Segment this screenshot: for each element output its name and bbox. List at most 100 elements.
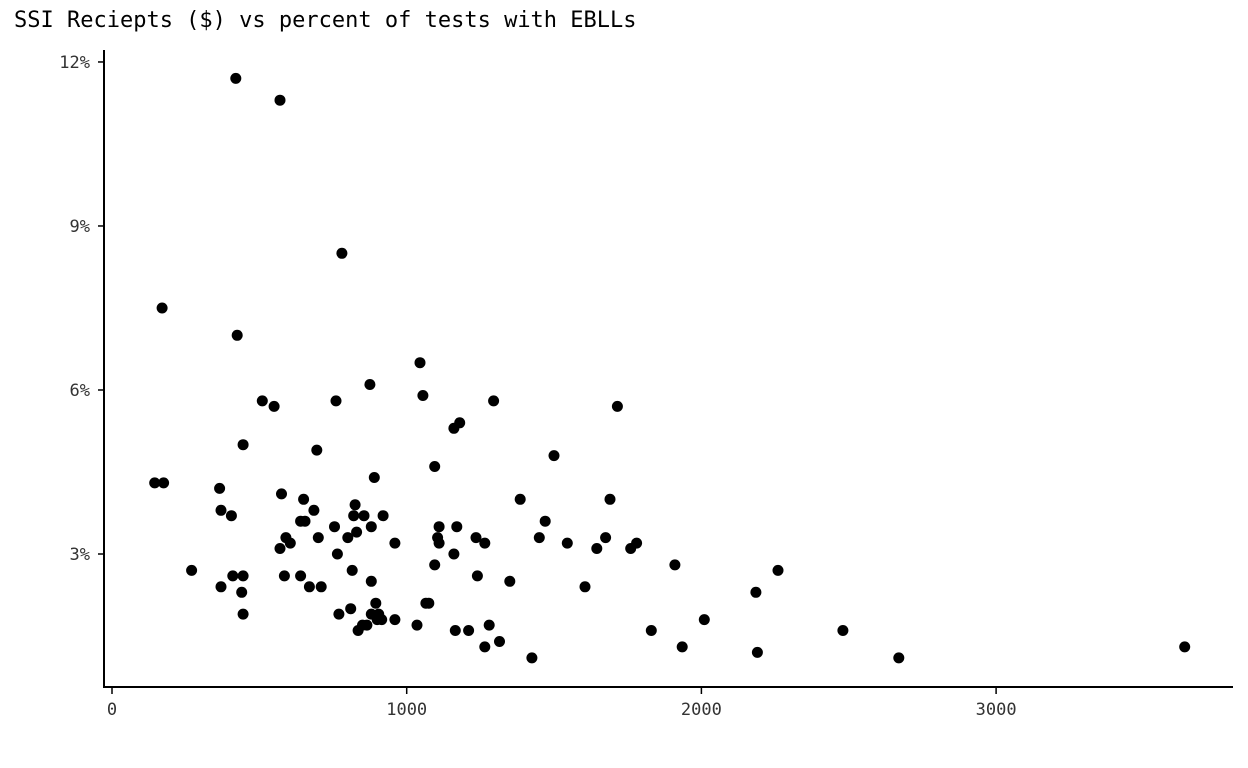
data-point-72 <box>315 581 327 593</box>
data-point-80 <box>423 597 435 609</box>
data-point-94 <box>352 625 364 636</box>
data-point-48 <box>600 532 612 544</box>
data-point-52 <box>433 537 445 549</box>
data-point-9 <box>414 357 426 369</box>
data-point-60 <box>186 564 198 576</box>
data-point-30 <box>225 510 237 522</box>
data-point-8 <box>364 379 376 390</box>
data-point-44 <box>351 526 363 538</box>
data-point-4 <box>231 329 243 341</box>
y-tick-label: 9% <box>70 217 90 237</box>
data-point-70 <box>215 581 227 593</box>
x-tick-label: 2000 <box>681 700 722 720</box>
data-point-51 <box>389 537 401 549</box>
data-point-11 <box>488 395 500 407</box>
data-point-101 <box>676 641 688 653</box>
data-point-16 <box>311 444 323 456</box>
y-tick-label: 12% <box>59 53 90 73</box>
data-point-71 <box>303 581 315 593</box>
data-point-77 <box>750 586 762 598</box>
data-point-20 <box>149 477 161 489</box>
data-point-5 <box>256 395 268 407</box>
data-point-28 <box>215 504 227 516</box>
data-point-47 <box>533 532 545 544</box>
data-point-81 <box>237 608 249 620</box>
data-point-25 <box>514 493 526 505</box>
points-layer <box>149 72 1191 664</box>
data-point-19 <box>368 472 380 483</box>
chart-title: SSI Reciepts ($) vs percent of tests wit… <box>14 8 637 33</box>
data-point-67 <box>295 570 307 582</box>
data-point-73 <box>365 575 377 587</box>
data-point-6 <box>268 400 280 412</box>
data-point-53 <box>479 537 491 549</box>
data-point-29 <box>308 504 320 516</box>
data-point-82 <box>333 608 345 620</box>
data-point-99 <box>479 641 491 653</box>
data-point-103 <box>526 652 538 664</box>
x-ticks-layer: 0 1000 2000 3000 <box>107 687 1017 720</box>
data-point-74 <box>504 575 516 587</box>
data-point-1 <box>274 94 286 106</box>
data-point-76 <box>236 586 248 598</box>
data-point-64 <box>227 570 239 582</box>
data-point-55 <box>591 543 603 554</box>
data-point-89 <box>698 614 710 626</box>
data-point-91 <box>361 619 373 631</box>
data-point-105 <box>1179 641 1191 653</box>
data-point-59 <box>448 548 460 560</box>
data-point-37 <box>329 521 340 533</box>
data-point-38 <box>365 521 377 533</box>
data-point-69 <box>471 570 483 582</box>
data-point-50 <box>284 537 296 549</box>
data-point-97 <box>645 625 657 636</box>
data-point-14 <box>454 417 466 429</box>
data-point-7 <box>330 395 342 407</box>
data-point-92 <box>411 619 423 631</box>
data-point-68 <box>346 564 358 576</box>
data-point-104 <box>893 652 905 664</box>
data-point-15 <box>237 439 249 451</box>
data-point-88 <box>389 614 401 626</box>
data-point-62 <box>669 559 681 571</box>
data-point-32 <box>358 510 370 522</box>
data-point-31 <box>348 510 360 522</box>
data-point-87 <box>376 614 388 626</box>
data-point-22 <box>214 482 226 494</box>
data-point-39 <box>433 521 445 533</box>
data-point-26 <box>604 493 616 505</box>
data-point-102 <box>751 646 763 658</box>
data-point-65 <box>237 570 249 582</box>
data-point-83 <box>345 603 357 615</box>
x-tick-label: 3000 <box>976 700 1017 720</box>
data-point-49 <box>274 543 286 554</box>
data-point-42 <box>312 532 324 544</box>
data-point-54 <box>561 537 573 549</box>
data-point-43 <box>342 532 354 544</box>
data-point-36 <box>539 515 551 527</box>
data-point-3 <box>156 302 168 314</box>
data-point-61 <box>429 559 441 571</box>
data-point-66 <box>278 570 290 582</box>
data-point-35 <box>299 515 311 527</box>
data-point-2 <box>336 247 348 259</box>
data-point-12 <box>611 400 623 412</box>
data-point-58 <box>331 548 343 560</box>
data-point-18 <box>429 461 441 472</box>
data-point-96 <box>463 625 475 636</box>
data-point-17 <box>548 450 560 462</box>
y-tick-label: 3% <box>70 545 90 565</box>
y-tick-label: 6% <box>70 381 90 401</box>
data-point-63 <box>772 564 784 576</box>
data-point-0 <box>230 72 242 84</box>
data-point-98 <box>837 625 849 636</box>
data-point-57 <box>631 537 643 549</box>
data-point-23 <box>276 488 287 500</box>
data-point-24 <box>298 493 310 505</box>
data-point-75 <box>579 581 591 593</box>
data-point-33 <box>377 510 389 522</box>
x-tick-label: 0 <box>107 700 117 720</box>
data-point-78 <box>370 597 382 609</box>
data-point-27 <box>349 499 361 511</box>
